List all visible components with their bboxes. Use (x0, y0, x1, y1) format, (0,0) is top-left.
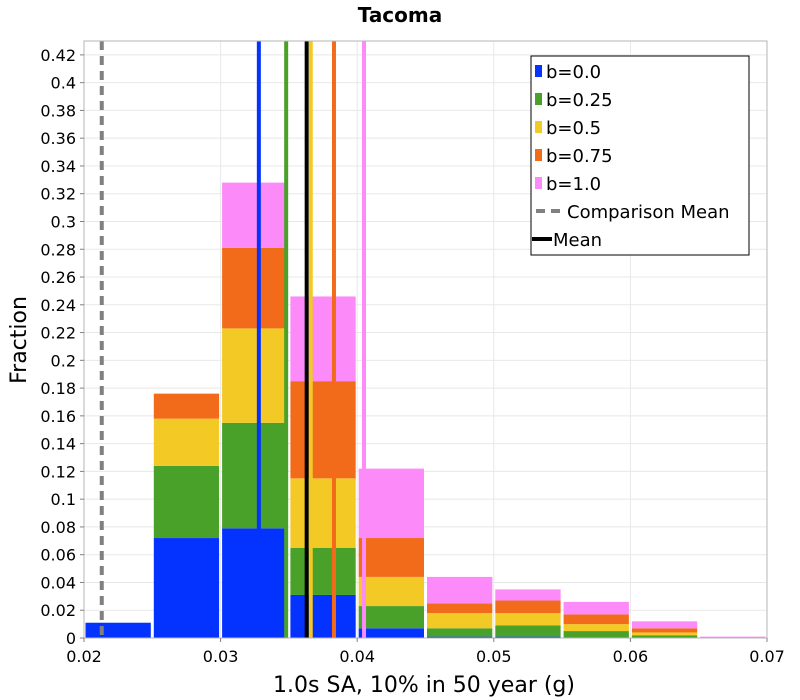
bar-bin8-series4 (631, 621, 698, 629)
x-tick-label-3: 0.05 (476, 647, 512, 666)
bar-bin3-series2 (290, 478, 356, 548)
bar-bin4-series4 (358, 468, 424, 539)
y-tick-label-11: 0.22 (40, 324, 76, 343)
legend-label-comparison-mean: Comparison Mean (567, 202, 730, 223)
x-tick-label-0: 0.02 (66, 647, 102, 666)
bar-bin4-series1 (358, 606, 424, 629)
plot-frame (83, 40, 768, 639)
legend-swatch-2 (535, 121, 542, 133)
y-tick-label-16: 0.32 (40, 185, 76, 204)
bar-bin9-series4 (700, 636, 766, 638)
bar-bin5-series2 (427, 613, 493, 629)
bar-bin2-series3 (222, 247, 288, 329)
bar-bin1-series0 (153, 538, 220, 638)
chart-title: Tacoma (358, 3, 443, 27)
y-tick-label-15: 0.3 (51, 212, 76, 231)
y-axis: 0 0.02 0.04 0.06 0.08 0.1 0.12 0.14 0.16 0.18 0.2 0… (40, 46, 84, 648)
bar-bin5-series3 (427, 603, 493, 614)
bar-bin7-series4 (563, 601, 629, 615)
y-tick-label-3: 0.06 (40, 546, 76, 565)
x-tick-label-5: 0.07 (749, 647, 785, 666)
x-tick-label-4: 0.06 (613, 647, 649, 666)
bar-bin2-series0 (222, 528, 288, 638)
bar-bin1-series3 (153, 393, 220, 419)
bar-bin8-series3 (631, 628, 698, 633)
bar-bin4-series2 (358, 576, 424, 607)
x-tick-label-2: 0.04 (339, 647, 375, 666)
y-tick-label-9: 0.18 (40, 379, 76, 398)
legend-label-mean: Mean (553, 230, 602, 251)
bar-bin5-series4 (427, 576, 493, 604)
bar-bin0-series0 (85, 622, 151, 638)
y-tick-label-13: 0.26 (40, 268, 76, 287)
y-tick-label-6: 0.12 (40, 462, 76, 481)
bar-bin3-series1 (290, 547, 356, 595)
legend-label-1: b=0.25 (546, 90, 613, 111)
y-tick-label-21: 0.42 (40, 46, 76, 65)
x-axis-label: 1.0s SA, 10% in 50 year (g) (273, 673, 575, 698)
bar-bin4-series0 (358, 628, 424, 638)
bar-bin1-series2 (153, 418, 220, 466)
y-tick-label-0: 0 (66, 629, 76, 648)
bar-bin2-series4 (222, 182, 288, 248)
y-tick-label-1: 0.02 (40, 601, 76, 620)
x-axis: 0.02 0.03 0.04 0.05 0.06 0.07 (66, 638, 785, 666)
bar-bin7-series2 (563, 624, 629, 632)
y-tick-label-2: 0.04 (40, 573, 76, 592)
legend-label-2: b=0.5 (546, 118, 601, 139)
bar-bin8-series1 (631, 635, 698, 638)
bar-bin2-series2 (222, 328, 288, 423)
bar-bin6-series1 (495, 625, 561, 637)
y-tick-label-18: 0.36 (40, 129, 76, 148)
y-tick-label-19: 0.38 (40, 101, 76, 120)
y-tick-label-10: 0.2 (51, 351, 76, 370)
y-axis-label: Fraction (7, 296, 32, 384)
y-tick-label-14: 0.28 (40, 240, 76, 259)
bar-bin8-series2 (631, 632, 698, 636)
y-tick-label-8: 0.16 (40, 407, 76, 426)
bar-bin1-series1 (153, 465, 220, 539)
y-tick-label-5: 0.1 (51, 490, 76, 509)
bar-bin5-series0 (427, 636, 493, 638)
bar-bin2-series1 (222, 422, 288, 529)
legend-label-3: b=0.75 (546, 146, 613, 167)
legend-swatch-0 (535, 65, 542, 77)
x-tick-label-1: 0.03 (203, 647, 239, 666)
bar-bin7-series3 (563, 614, 629, 625)
y-tick-label-20: 0.4 (51, 74, 76, 93)
legend-swatch-1 (535, 93, 542, 105)
y-tick-label-7: 0.14 (40, 435, 76, 454)
legend-label-0: b=0.0 (546, 62, 601, 83)
bars (85, 182, 766, 638)
bar-bin3-series0 (290, 594, 356, 638)
bar-bin6-series3 (495, 600, 561, 614)
bar-bin4-series3 (358, 538, 424, 577)
bar-bin7-series1 (563, 631, 629, 638)
bar-bin6-series4 (495, 589, 561, 601)
bar-bin6-series0 (495, 636, 561, 638)
bar-bin3-series3 (290, 381, 356, 479)
legend: b=0.0 b=0.25 b=0.5 b=0.75 b=1.0 Comparison Me… (530, 55, 750, 256)
y-tick-label-17: 0.34 (40, 157, 76, 176)
legend-swatch-3 (535, 149, 542, 161)
bar-bin3-series4 (290, 296, 356, 382)
mean-lines (99, 41, 367, 638)
bar-bin6-series2 (495, 613, 561, 626)
legend-swatch-4 (535, 177, 542, 189)
legend-box (530, 55, 750, 256)
y-tick-label-4: 0.08 (40, 518, 76, 537)
legend-label-4: b=1.0 (546, 174, 601, 195)
y-tick-label-12: 0.24 (40, 296, 76, 315)
bar-bin5-series1 (427, 628, 493, 637)
